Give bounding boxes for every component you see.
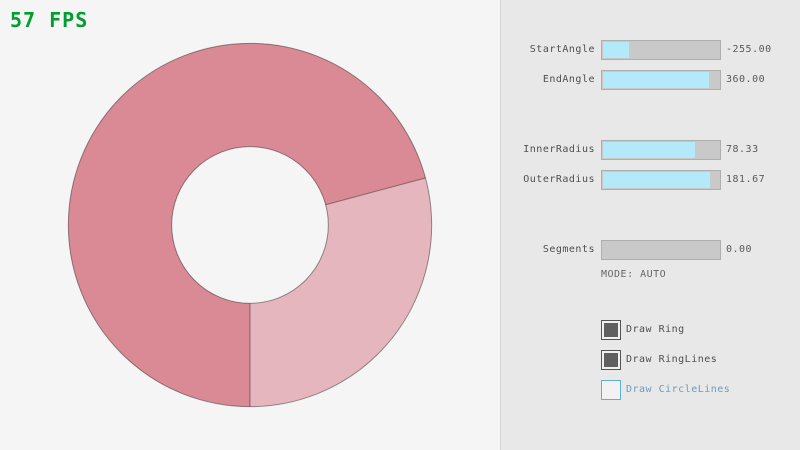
outer-radius-value: 181.67 <box>726 174 766 185</box>
checkbox-draw-circlelines[interactable]: Draw CircleLines <box>501 380 800 400</box>
ring-inner-outline <box>171 146 329 304</box>
inner-radius-slider[interactable] <box>601 140 721 160</box>
end-angle-value: 360.00 <box>726 74 766 85</box>
inner-radius-value: 78.33 <box>726 144 759 155</box>
checkbox-draw-ringlines-box[interactable] <box>601 350 621 370</box>
slider-row-outer-radius: OuterRadius 181.67 <box>501 170 800 190</box>
segments-label: Segments <box>542 244 595 255</box>
end-angle-label: EndAngle <box>542 74 595 85</box>
segments-value: 0.00 <box>726 244 753 255</box>
start-angle-value: -255.00 <box>726 44 772 55</box>
ring-outer-outline <box>67 42 433 408</box>
checkbox-draw-circlelines-box[interactable] <box>601 380 621 400</box>
outer-radius-slider[interactable] <box>601 170 721 190</box>
fps-counter: 57 FPS <box>10 8 89 32</box>
segments-slider[interactable] <box>601 240 721 260</box>
slider-row-end-angle: EndAngle 360.00 <box>501 70 800 90</box>
segments-mode-text: MODE: AUTO <box>601 269 667 280</box>
ring-shape <box>67 42 433 408</box>
slider-row-start-angle: StartAngle -255.00 <box>501 40 800 60</box>
slider-row-inner-radius: InnerRadius 78.33 <box>501 140 800 160</box>
checkbox-draw-ringlines[interactable]: Draw RingLines <box>501 350 800 370</box>
start-angle-slider[interactable] <box>601 40 721 60</box>
slider-row-segments: Segments 0.00 <box>501 240 800 260</box>
controls-panel: StartAngle -255.00 EndAngle 360.00 Inner… <box>500 0 800 450</box>
end-angle-slider[interactable] <box>601 70 721 90</box>
ring-radial-lines <box>249 177 426 407</box>
end-angle-slider-fill <box>603 72 710 88</box>
ring-single-sector <box>250 177 432 407</box>
ring-overlap-sector <box>68 43 426 407</box>
checkbox-draw-ringlines-label: Draw RingLines <box>626 354 718 365</box>
outer-radius-label: OuterRadius <box>523 174 595 185</box>
start-angle-label: StartAngle <box>529 44 595 55</box>
checkbox-draw-ring-label: Draw Ring <box>626 324 685 335</box>
checkbox-draw-ring[interactable]: Draw Ring <box>501 320 800 340</box>
outer-radius-slider-fill <box>603 172 711 188</box>
inner-radius-label: InnerRadius <box>523 144 595 155</box>
checkbox-draw-circlelines-label: Draw CircleLines <box>626 384 731 395</box>
inner-radius-slider-fill <box>603 142 696 158</box>
checkbox-draw-ring-box[interactable] <box>601 320 621 340</box>
start-angle-slider-fill <box>603 42 629 58</box>
